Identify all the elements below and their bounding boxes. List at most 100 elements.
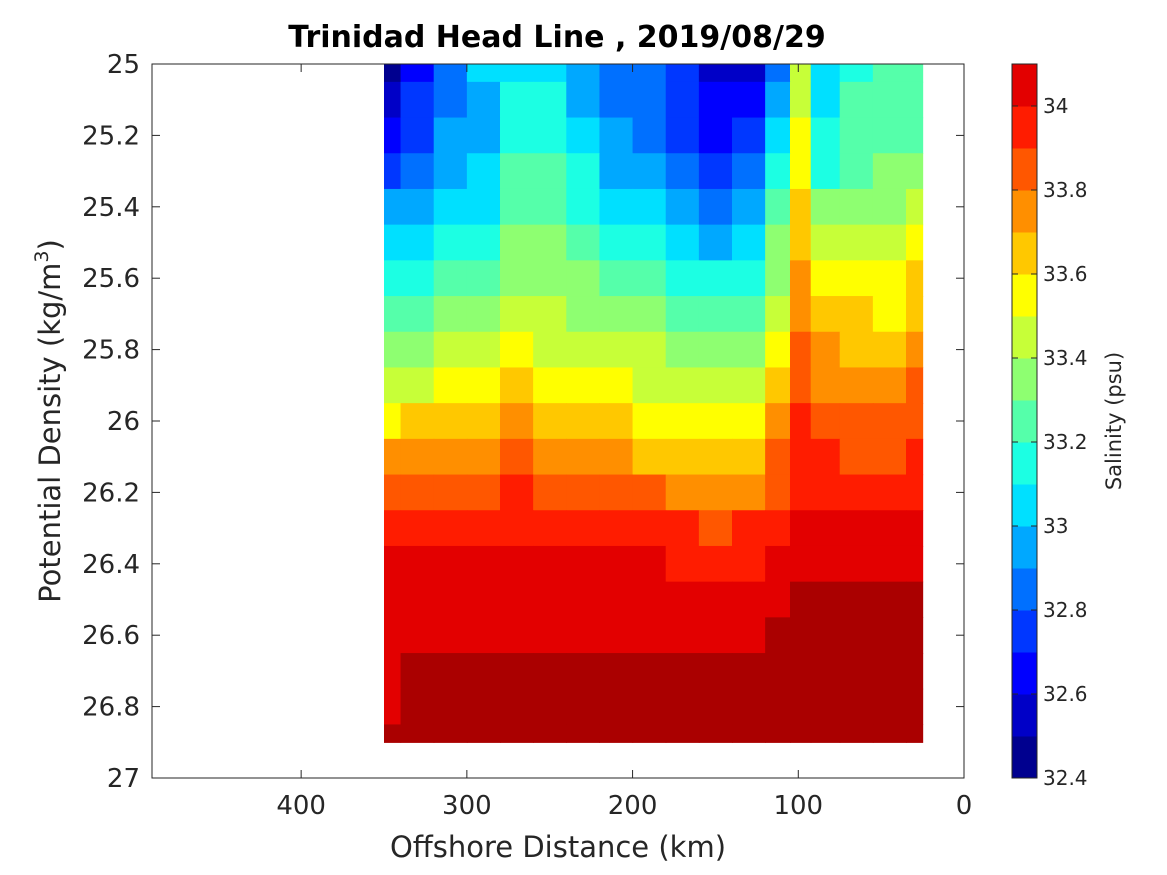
contour-cell: [533, 224, 567, 261]
contour-cell: [872, 367, 907, 404]
contour-cell: [872, 117, 907, 154]
contour-cell: [433, 617, 468, 654]
contour-cell: [533, 260, 567, 297]
contour-cell: [566, 438, 601, 476]
colorbar-segment: [1012, 610, 1037, 653]
contour-cell: [698, 403, 733, 440]
contour-cell: [384, 403, 402, 440]
contour-cell: [839, 617, 874, 654]
contour-cell: [632, 81, 667, 119]
contour-cell: [599, 545, 634, 583]
y-tick-label: 26.2: [82, 478, 140, 508]
contour-cell: [665, 64, 700, 83]
y-tick-label: 25.6: [82, 264, 140, 294]
contour-cell: [790, 331, 812, 369]
contour-cell: [500, 81, 534, 119]
contour-cell: [872, 260, 907, 297]
contour-cell: [400, 64, 435, 83]
contour-cell: [500, 653, 534, 690]
contour-cell: [790, 188, 812, 226]
y-tick-label: 26.8: [82, 693, 140, 723]
contour-cell: [810, 260, 841, 297]
contour-cell: [765, 510, 791, 547]
contour-cell: [906, 64, 924, 83]
contour-cell: [906, 688, 924, 726]
contour-cell: [632, 64, 667, 83]
contour-cell: [810, 64, 841, 83]
contour-cell: [810, 474, 841, 511]
colorbar-tick-label: 32.4: [1043, 766, 1088, 790]
contour-cell: [732, 331, 766, 369]
contour-cell: [665, 367, 700, 404]
contour-cell: [533, 81, 567, 119]
contour-cell: [599, 510, 634, 547]
contour-cell: [872, 296, 907, 333]
contour-cell: [839, 438, 874, 476]
contour-cell: [433, 403, 468, 440]
contour-cell: [765, 653, 791, 690]
contour-cell: [810, 617, 841, 654]
contour-cell: [906, 224, 924, 261]
contour-cell: [810, 331, 841, 369]
contour-cell: [384, 617, 402, 654]
contour-cell: [632, 331, 667, 369]
contour-cell: [533, 688, 567, 726]
colorbar-tick-label: 34: [1043, 94, 1068, 118]
contour-cell: [533, 117, 567, 154]
contour-cell: [765, 224, 791, 261]
colorbar-tick-label: 33.4: [1043, 346, 1088, 370]
contour-cell: [872, 188, 907, 226]
contour-cell: [698, 581, 733, 618]
contour-cell: [790, 653, 812, 690]
contour-cell: [500, 474, 534, 511]
contour-cell: [732, 545, 766, 583]
contour-cell: [500, 296, 534, 333]
contour-cell: [765, 724, 791, 743]
contour-cell: [698, 724, 733, 743]
contour-cell: [384, 688, 402, 726]
contour-cell: [698, 688, 733, 726]
y-tick-label: 25.8: [82, 336, 140, 366]
contour-cell: [566, 331, 601, 369]
x-tick-label: 200: [608, 791, 658, 821]
contour-cell: [632, 510, 667, 547]
contour-cell: [400, 545, 435, 583]
contour-cell: [566, 688, 601, 726]
contour-cell: [906, 188, 924, 226]
contour-cell: [839, 153, 874, 190]
y-tick-label: 26.4: [82, 550, 140, 580]
contour-cell: [433, 474, 468, 511]
contour-cell: [466, 153, 501, 190]
contour-cell: [665, 296, 700, 333]
contour-cell: [599, 617, 634, 654]
contour-cell: [839, 117, 874, 154]
contour-cell: [599, 724, 634, 743]
colorbar-label: Salinity (psu): [1102, 352, 1126, 490]
contour-cell: [533, 617, 567, 654]
contour-cell: [466, 653, 501, 690]
y-axis: 25 25.2 25.4 25.6 25.8 26 26.2 26.4 26.6 26.8 27: [82, 50, 964, 794]
contour-cell: [732, 81, 766, 119]
contour-cell: [632, 117, 667, 154]
contour-cell: [732, 653, 766, 690]
contour-cell: [632, 617, 667, 654]
contour-cell: [433, 545, 468, 583]
contour-cell: [790, 367, 812, 404]
contour-cell: [732, 188, 766, 226]
contour-cell: [433, 188, 468, 226]
contour-cell: [566, 510, 601, 547]
contour-cell: [400, 474, 435, 511]
contour-cell: [839, 188, 874, 226]
contour-cell: [698, 653, 733, 690]
contour-cell: [566, 474, 601, 511]
contour-cell: [433, 260, 468, 297]
contour-cell: [839, 724, 874, 743]
contour-cell: [466, 260, 501, 297]
contour-cell: [433, 438, 468, 476]
contour-cell: [665, 653, 700, 690]
contour-cell: [466, 224, 501, 261]
contour-cell: [599, 224, 634, 261]
contour-cell: [466, 296, 501, 333]
contour-cell: [500, 545, 534, 583]
contour-cell: [632, 188, 667, 226]
